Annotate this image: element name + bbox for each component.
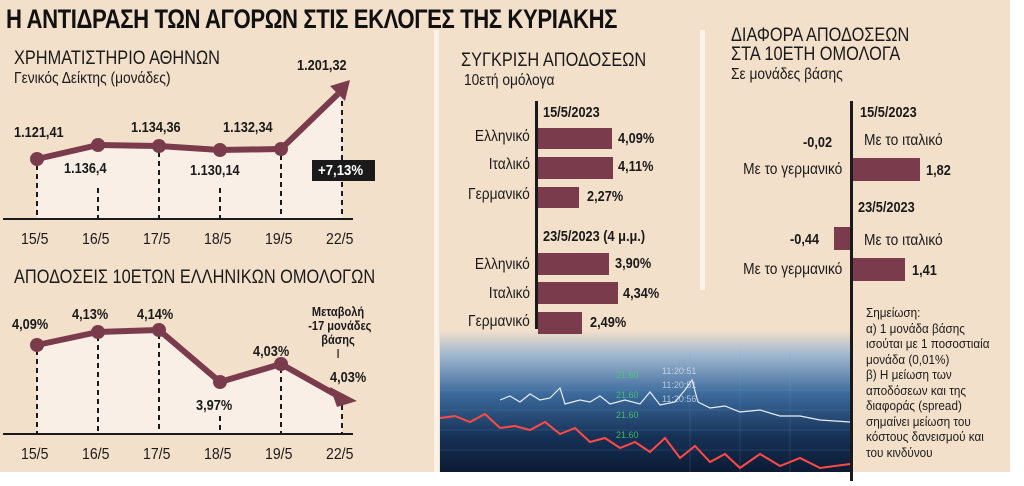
panel-divider (700, 30, 705, 290)
spread-bar-value: 1,41 (912, 262, 937, 279)
ase-value-label: 1.121,41 (14, 124, 64, 141)
yields-chart-title: ΑΠΟΔΟΣΕΙΣ 10ΕΤΩΝ ΕΛΛΗΝΙΚΩΝ ΟΜΟΛΟΓΩΝ (14, 267, 376, 288)
svg-text:21.60: 21.60 (616, 430, 639, 440)
page-title: Η ΑΝΤΙΔΡΑΣΗ ΤΩΝ ΑΓΟΡΩΝ ΣΤΙΣ ΕΚΛΟΓΕΣ ΤΗΣ … (6, 4, 618, 34)
spread-chart-title: ΔΙΑΦΟΡΑ ΑΠΟΔΟΣΕΩΝ (731, 25, 910, 46)
yields-change-note: Μεταβολή -17 μονάδες βάσης I (308, 304, 372, 361)
spread-bar-value: 1,82 (926, 162, 951, 179)
compare-bar-value: 2,27% (587, 188, 624, 205)
ase-date-tick: 18/5 (204, 231, 232, 248)
ase-chart-subtitle: Γενικός Δείκτης (μονάδες) (14, 70, 171, 87)
spread-group-date: 23/5/2023 (858, 199, 915, 216)
yields-value-label: 4,03% (330, 369, 367, 386)
compare-bar (538, 157, 613, 179)
spread-bar (853, 258, 905, 281)
ase-change-badge: +7,13% (312, 160, 376, 181)
ase-date-tick: 16/5 (82, 231, 110, 248)
compare-row-label: Γερμανικό (468, 186, 530, 203)
spread-group-date: 15/5/2023 (860, 104, 917, 121)
yields-value-label: 4,03% (253, 343, 290, 360)
spread-chart-subtitle: Σε μονάδες βάσης (731, 66, 843, 83)
yields-date-tick: 18/5 (204, 446, 232, 463)
panel-divider (434, 30, 439, 472)
svg-text:21.60: 21.60 (616, 390, 639, 400)
spread-axis (850, 101, 853, 481)
compare-row-label: Γερμανικό (468, 313, 530, 330)
svg-text:21.60: 21.60 (616, 370, 639, 380)
compare-bar-value: 4,11% (618, 158, 654, 175)
ase-date-tick: 19/5 (265, 231, 293, 248)
yields-value-label: 4,09% (12, 316, 49, 333)
compare-chart-title: ΣΥΓΚΡΙΣΗ ΑΠΟΔΟΣΕΩΝ (461, 50, 647, 71)
compare-row-label: Ελληνικό (475, 128, 530, 145)
compare-bar (538, 128, 612, 149)
ase-value-label: 1.134,36 (131, 119, 181, 136)
ase-chart-title: ΧΡΗΜΑΤΙΣΤΗΡΙΟ ΑΘΗΝΩΝ (14, 48, 220, 69)
compare-bar-value: 4,09% (618, 130, 655, 147)
svg-text:21.60: 21.60 (616, 410, 639, 420)
yields-date-tick: 15/5 (21, 446, 49, 463)
spread-row-label: Με το γερμανικό (742, 261, 842, 278)
compare-row-label: Ιταλικό (488, 285, 530, 302)
ase-date-tick: 15/5 (21, 231, 49, 248)
compare-bar (538, 282, 618, 304)
spread-row-label: Με το ιταλικό (864, 232, 943, 249)
yields-value-label: 4,14% (137, 306, 174, 323)
yields-value-label: 4,13% (72, 306, 109, 323)
ase-date-tick: 17/5 (143, 231, 171, 248)
spread-bar-value: -0,44 (790, 231, 820, 248)
ase-date-tick: 22/5 (326, 231, 354, 248)
yields-date-tick: 16/5 (82, 446, 110, 463)
svg-text:11:20:51: 11:20:51 (662, 366, 696, 376)
footnote: Σημείωση: α) 1 μονάδα βάσης ισούται με 1… (866, 305, 990, 460)
compare-bar-value: 2,49% (590, 314, 627, 331)
compare-axis (535, 101, 538, 329)
yields-value-label: 3,97% (196, 397, 233, 414)
compare-bar (538, 253, 609, 275)
ase-value-label: 1.201,32 (297, 57, 347, 74)
ase-value-label: 1.136,4 (64, 160, 107, 177)
spread-bar (834, 227, 850, 250)
stock-market-photo: 21.60 21.60 21.60 21.60 11:20:51 11:20:51 11… (440, 330, 852, 472)
ase-value-label: 1.132,34 (223, 119, 273, 136)
compare-group-date: 15/5/2023 (543, 104, 600, 121)
yields-date-tick: 17/5 (143, 446, 171, 463)
compare-bar (538, 187, 579, 208)
spread-chart-title-line2: ΣΤΑ 10ΕΤΗ ΟΜΟΛΟΓΑ (731, 44, 901, 65)
svg-text:11:20:56: 11:20:56 (662, 394, 696, 404)
spread-row-label: Με το ιταλικό (864, 132, 943, 149)
compare-bar (538, 312, 582, 334)
ase-value-label: 1.130,14 (190, 162, 240, 179)
compare-chart-subtitle: 10ετή ομόλογα (464, 72, 555, 89)
compare-row-label: Ιταλικό (488, 156, 530, 173)
compare-bar-value: 4,34% (623, 285, 660, 302)
yields-date-tick: 19/5 (265, 446, 293, 463)
compare-bar-value: 3,90% (615, 255, 652, 272)
spread-bar (853, 158, 920, 181)
spread-row-label: Με το γερμανικό (742, 161, 842, 178)
ase-line-chart (3, 80, 357, 435)
yields-date-tick: 22/5 (326, 446, 354, 463)
spread-bar-value: -0,02 (803, 134, 833, 151)
svg-text:11:20:51: 11:20:51 (662, 380, 696, 390)
compare-group-date: 23/5/2023 (4 μ.μ.) (543, 228, 646, 245)
compare-row-label: Ελληνικό (475, 256, 530, 273)
